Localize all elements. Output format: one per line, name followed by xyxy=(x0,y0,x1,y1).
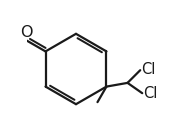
Text: O: O xyxy=(20,25,33,40)
Text: Cl: Cl xyxy=(144,86,158,101)
Text: Cl: Cl xyxy=(142,62,156,77)
